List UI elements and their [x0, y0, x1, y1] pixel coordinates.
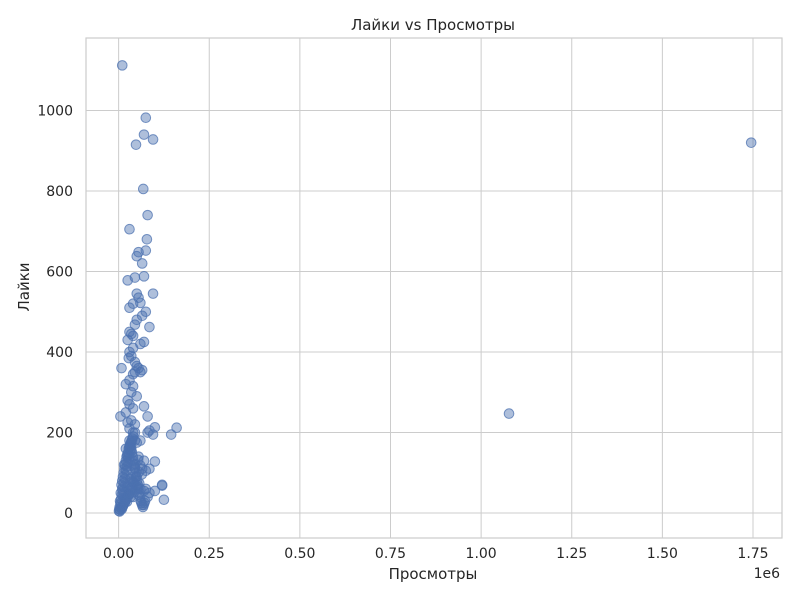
scatter-point — [147, 288, 159, 299]
scatter-point — [142, 209, 153, 221]
scatter-point — [171, 422, 182, 433]
scatter-point — [147, 429, 159, 440]
y-tick-label: 200 — [46, 426, 73, 442]
grid-layer — [86, 38, 782, 538]
scatter-point — [131, 390, 143, 402]
scatter-point — [140, 306, 152, 318]
scatter-point — [136, 364, 148, 376]
points-layer — [113, 60, 757, 517]
x-tick-label: 1.00 — [466, 546, 497, 562]
x-axis-offset-label: 1e6 — [754, 566, 781, 582]
scatter-point — [136, 310, 148, 322]
scatter-point — [135, 297, 146, 309]
x-ticks-layer: 0.00 0.25 0.50 0.75 1.00 1.25 1.50 1.75 — [103, 546, 769, 562]
scatter-point — [120, 407, 132, 418]
scatter-point — [137, 183, 149, 195]
scatter-point — [122, 334, 133, 346]
scatter-point — [139, 495, 151, 507]
plot-frame — [85, 37, 783, 539]
y-tick-label: 400 — [46, 345, 73, 361]
y-tick-label: 0 — [64, 506, 73, 522]
scatter-point — [135, 338, 146, 350]
scatter-point — [144, 487, 155, 499]
x-tick-label: 1.25 — [556, 546, 587, 562]
scatter-point — [129, 435, 141, 446]
y-axis-label: Лайки — [15, 262, 33, 311]
scatter-point — [131, 480, 142, 491]
scatter-point — [126, 350, 137, 362]
x-tick-label: 0.50 — [284, 546, 315, 562]
x-axis-label: Просмотры — [389, 565, 478, 583]
x-tick-label: 1.75 — [737, 546, 768, 562]
y-tick-label: 800 — [46, 184, 73, 200]
scatter-point — [127, 380, 139, 392]
scatter-point — [745, 137, 757, 148]
scatter-point — [124, 374, 135, 386]
scatter-point — [144, 321, 155, 333]
scatter-point — [141, 233, 153, 245]
scatter-point — [142, 427, 153, 438]
scatter-point — [138, 401, 150, 412]
scatter-point — [156, 480, 168, 491]
x-tick-label: 0.75 — [375, 546, 406, 562]
scatter-point — [133, 466, 145, 478]
scatter-point — [120, 443, 132, 454]
y-tick-label: 600 — [46, 264, 73, 280]
scatter-point — [114, 506, 126, 517]
scatter-point — [503, 408, 515, 419]
scatter-point — [140, 112, 152, 124]
scatter-point — [130, 139, 142, 150]
y-ticks-layer: 0 200 400 600 800 1000 — [37, 103, 73, 522]
scatter-point — [165, 429, 177, 440]
scatter-point — [149, 456, 161, 467]
scatter-point — [158, 494, 170, 506]
scatter-point — [136, 258, 148, 269]
scatter-point — [147, 134, 159, 145]
scatter-point — [131, 250, 143, 262]
scatter-point — [124, 223, 135, 235]
scatter-point — [142, 411, 153, 422]
scatter-point — [138, 271, 150, 282]
x-tick-label: 1.50 — [647, 546, 678, 562]
scatter-point — [138, 129, 150, 140]
x-tick-label: 0.25 — [194, 546, 225, 562]
scatter-point — [129, 319, 141, 330]
scatter-point — [116, 60, 128, 71]
scatter-point — [116, 362, 127, 374]
scatter-point — [124, 302, 135, 314]
scatter-point — [115, 411, 126, 422]
scatter-point — [126, 328, 137, 340]
chart-title: Лайки vs Просмотры — [351, 16, 515, 34]
y-tick-label: 1000 — [37, 103, 73, 119]
scatter-point — [122, 275, 133, 286]
scatter-point — [122, 417, 133, 428]
scatter-point — [130, 472, 141, 483]
x-tick-label: 0.00 — [103, 546, 134, 562]
scatter-point — [132, 481, 144, 493]
